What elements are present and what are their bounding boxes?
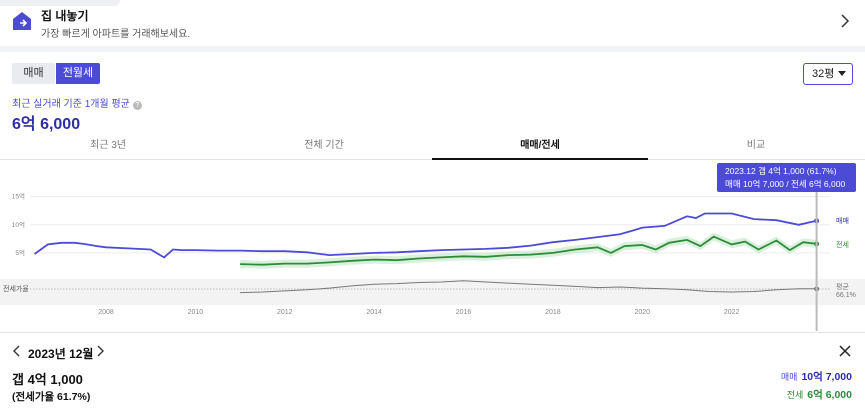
house-icon <box>13 12 31 30</box>
y-tick-label: 15억 <box>12 193 25 201</box>
tab-all-period[interactable]: 전체 기간 <box>304 140 344 151</box>
chevron-right-icon[interactable] <box>95 345 105 357</box>
rent-price-value: 6억 6,000 <box>807 389 852 401</box>
x-tick-label: 2022 <box>724 309 740 316</box>
average-label: 최근 실거래 기준 1개월 평균? <box>12 95 142 110</box>
month-label: 2023년 12월 <box>28 347 94 361</box>
y-tick-label: 10억 <box>12 221 25 229</box>
sale-price-value: 10억 7,000 <box>801 371 852 383</box>
series-line-ratio <box>240 280 817 294</box>
x-tick-label: 2010 <box>188 309 204 316</box>
x-tick-label: 2014 <box>366 309 382 316</box>
gap-value: 갭 4억 1,000 <box>12 372 83 387</box>
top-shadow <box>0 0 120 6</box>
tab-recent-3y[interactable]: 최근 3년 <box>90 140 126 151</box>
tooltip-line-2: 매매 10억 7,000 / 전세 6억 6,000 <box>725 179 846 189</box>
x-tick-label: 2008 <box>98 309 114 316</box>
rent-price-row: 전세 6억 6,000 <box>787 387 852 402</box>
x-tick-label: 2018 <box>545 309 561 316</box>
ratio-value: (전세가율 61.7%) <box>12 391 91 403</box>
chart-tooltip: 2023.12 갭 4억 1,000 (61.7%) 매매 10억 7,000 … <box>717 163 856 192</box>
average-value: 6억 6,000 <box>12 116 81 133</box>
listing-subtitle: 가장 빠르게 아파트를 거래해보세요. <box>41 29 191 40</box>
x-tick-label: 2016 <box>456 309 472 316</box>
section-divider <box>0 46 865 52</box>
listing-title: 집 내놓기 <box>41 9 89 23</box>
trade-type-sale-button[interactable]: 매매 <box>12 63 55 84</box>
sale-end-label: 매매 <box>836 217 849 225</box>
x-tick-label: 2020 <box>635 309 651 316</box>
sell-home-banner[interactable]: 집 내놓기 가장 빠르게 아파트를 거래해보세요. <box>0 0 865 46</box>
y-tick-label: 5억 <box>15 249 25 257</box>
rent-end-label: 전세 <box>836 240 849 249</box>
rent-price-label: 전세 <box>786 390 804 400</box>
close-icon[interactable] <box>839 345 851 357</box>
size-select-value: 32평 <box>812 68 835 80</box>
sale-price-row: 매매 10억 7,000 <box>781 369 852 384</box>
help-icon[interactable]: ? <box>132 101 142 110</box>
ratio-end-value: 66.1% <box>836 292 856 299</box>
x-tick-label: 2012 <box>277 309 293 316</box>
series-line-rent <box>240 235 817 266</box>
size-select[interactable]: 32평 <box>803 63 853 85</box>
series-line-sale <box>33 212 817 259</box>
period-tabs: 최근 3년 전체 기간 매매/전세 비교 <box>0 136 865 160</box>
tab-compare[interactable]: 비교 <box>746 140 766 151</box>
chevron-right-icon[interactable] <box>839 14 851 28</box>
tooltip-line-1: 2023.12 갭 4억 1,000 (61.7%) <box>725 166 837 176</box>
ratio-axis-label: 전세가율 <box>3 284 29 293</box>
average-label-text: 최근 실거래 기준 1개월 평균 <box>12 99 130 110</box>
ratio-end-label: 평균 <box>836 282 849 291</box>
sale-price-label: 매매 <box>780 372 798 382</box>
caret-down-icon <box>838 71 846 76</box>
month-detail-panel: 2023년 12월 갭 4억 1,000 (전세가율 61.7%) 매매 10억 … <box>0 332 865 417</box>
tab-sale-rent[interactable]: 매매/전세 <box>432 136 648 160</box>
chevron-left-icon[interactable] <box>12 345 22 357</box>
trade-type-rent-button[interactable]: 전월세 <box>56 63 100 84</box>
